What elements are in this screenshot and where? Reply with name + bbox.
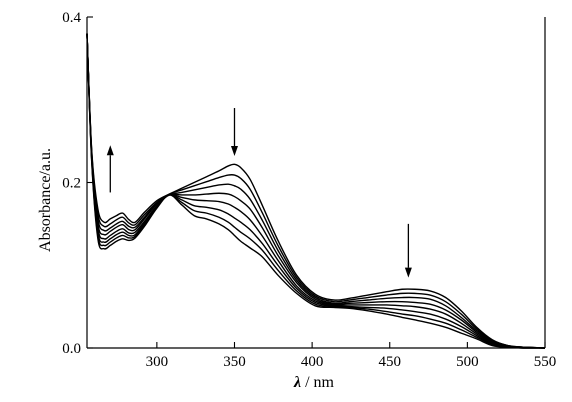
x-tick-label-450: 450: [378, 354, 401, 370]
x-tick-label-500: 500: [456, 354, 479, 370]
x-tick-label-550: 550: [534, 354, 557, 370]
trend-arrow-up-1: [106, 145, 114, 193]
y-tick-label-0.4: 0.4: [62, 10, 81, 26]
series-line-2: [86, 33, 546, 349]
trend-arrows: [106, 108, 412, 278]
series-line-4: [86, 33, 546, 349]
x-tick-label-400: 400: [301, 354, 324, 370]
x-tick-label-300: 300: [146, 354, 169, 370]
series-line-3: [86, 33, 546, 349]
y-tick-label-0.0: 0.0: [62, 341, 81, 357]
x-axis-label: λ / nm: [293, 374, 335, 391]
series-line-1: [86, 33, 546, 349]
trend-arrow-down-3: [404, 223, 412, 278]
y-tick-label-0.2: 0.2: [62, 176, 81, 192]
plot-area: [86, 33, 546, 349]
series-line-5: [86, 33, 546, 349]
x-axis-unit: / nm: [301, 374, 334, 391]
axis-ticks: 300 350 400 450 500 550 0.0 0.2 0.4: [62, 10, 556, 370]
x-axis-symbol: λ: [293, 374, 301, 391]
x-tick-label-350: 350: [223, 354, 246, 370]
y-axis-label: Absorbance/a.u.: [37, 148, 54, 252]
trend-arrow-down-2: [230, 108, 238, 157]
series-line-7: [86, 33, 546, 349]
series-line-6: [86, 33, 546, 349]
series-line-8: [86, 33, 546, 349]
